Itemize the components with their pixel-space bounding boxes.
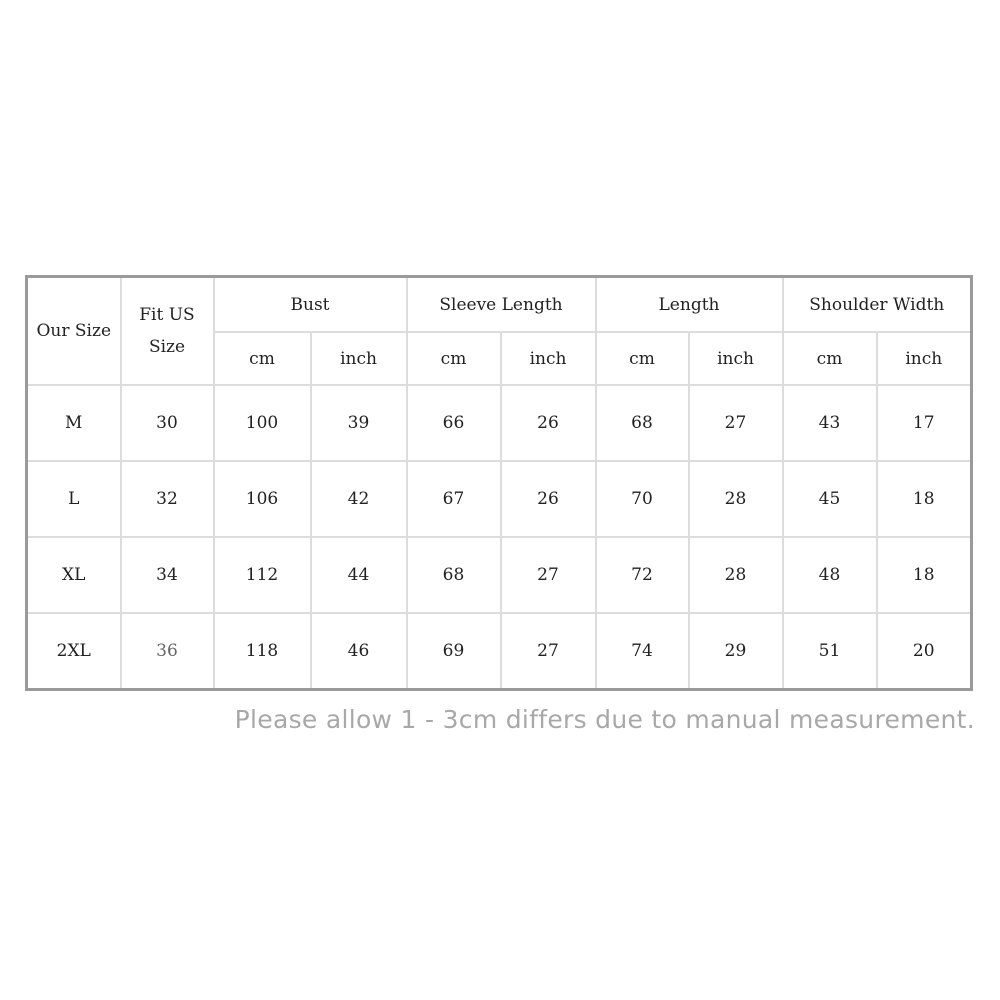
unit-inch: inch [875,331,973,386]
header-our-size: Our Size [25,275,122,386]
table-cell: 51 [781,612,878,691]
table-cell: 32 [119,460,215,538]
table-row: M 30 100 39 66 26 68 27 43 17 [25,384,973,462]
table-cell: 100 [212,384,312,462]
table-cell: 27 [499,536,597,614]
unit-inch: inch [309,331,408,386]
header-fit-us-line1: Fit US [139,305,195,325]
table-cell: 17 [875,384,973,462]
unit-cm: cm [212,331,312,386]
table-cell: 18 [875,460,973,538]
size-label-cell: L [25,460,122,538]
table-cell: 26 [499,384,597,462]
size-label-cell: 2XL [25,612,122,691]
header-length: Length [594,275,784,333]
table-cell: 27 [499,612,597,691]
table-cell: 45 [781,460,878,538]
table-row: XL 34 112 44 68 27 72 28 48 18 [25,536,973,614]
header-shoulder-width: Shoulder Width [781,275,973,333]
table-cell: 44 [309,536,408,614]
measurement-note: Please allow 1 - 3cm differs due to manu… [234,705,975,734]
size-label-cell: XL [25,536,122,614]
table-cell: 27 [687,384,784,462]
unit-cm: cm [781,331,878,386]
table-cell: 112 [212,536,312,614]
unit-inch: inch [687,331,784,386]
size-label-cell: M [25,384,122,462]
header-sleeve-length: Sleeve Length [405,275,597,333]
table-cell: 26 [499,460,597,538]
table-cell: 68 [594,384,690,462]
table-cell: 69 [405,612,502,691]
table-cell: 48 [781,536,878,614]
table-cell: 66 [405,384,502,462]
table-cell: 34 [119,536,215,614]
table-row: 2XL 36 118 46 69 27 74 29 51 20 [25,612,973,691]
header-fit-us-line2: Size [148,337,186,357]
header-bust: Bust [212,275,408,333]
table-cell: 20 [875,612,973,691]
table-cell: 43 [781,384,878,462]
table-cell: 42 [309,460,408,538]
table-cell: 68 [405,536,502,614]
table-cell: 72 [594,536,690,614]
table-cell: 74 [594,612,690,691]
header-row-groups: Our Size Fit US Size Bust Sleeve Length … [25,275,973,386]
size-chart-table: Our Size Fit US Size Bust Sleeve Length … [25,275,973,691]
table-cell: 39 [309,384,408,462]
table-cell: 106 [212,460,312,538]
table-cell: 70 [594,460,690,538]
unit-inch: inch [499,331,597,386]
header-fit-us-size: Fit US Size [119,275,215,386]
unit-cm: cm [405,331,502,386]
table-cell: 29 [687,612,784,691]
table-cell: 28 [687,536,784,614]
table-cell: 30 [119,384,215,462]
unit-cm: cm [594,331,690,386]
table-cell: 28 [687,460,784,538]
table-cell: 67 [405,460,502,538]
table-cell: 18 [875,536,973,614]
header-row-units: cm inch cm inch cm inch cm inch [27,331,973,386]
table-cell: 46 [309,612,408,691]
table-row: L 32 106 42 67 26 70 28 45 18 [25,460,973,538]
table-cell: 36 [119,612,215,691]
table-cell: 118 [212,612,312,691]
